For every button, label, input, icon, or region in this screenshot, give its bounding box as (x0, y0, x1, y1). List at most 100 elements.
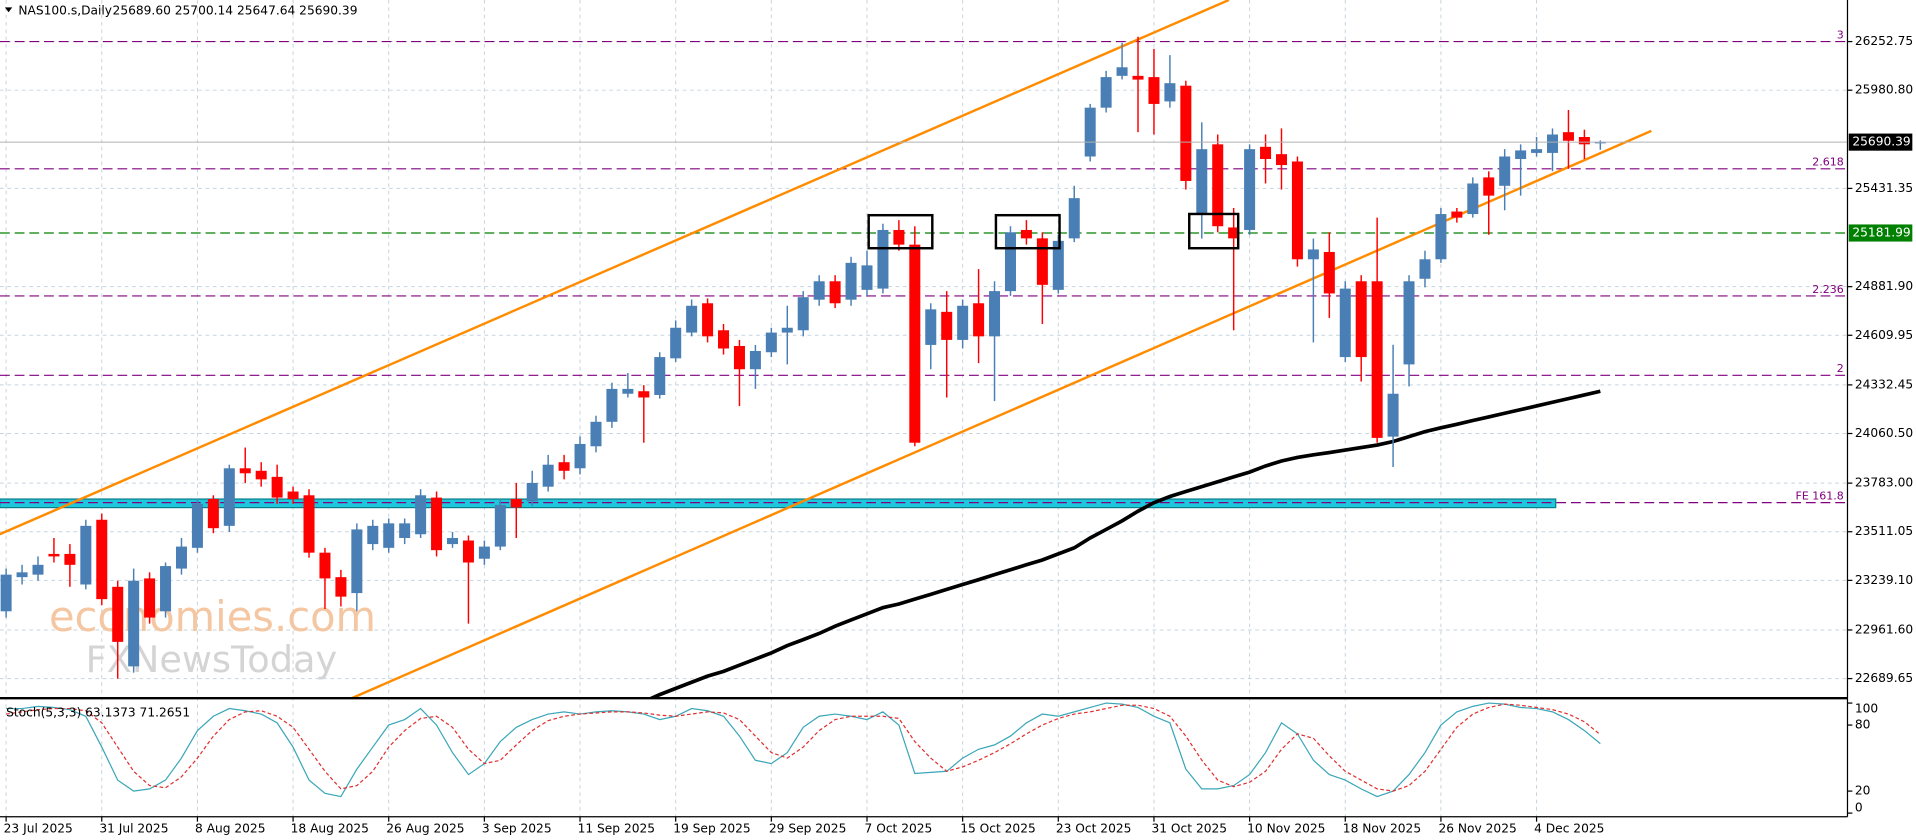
channel-line (0, 0, 1230, 536)
y-tick-label: 23511.05 (1855, 524, 1913, 538)
price-box (1848, 224, 1913, 242)
x-tick-label: 26 Aug 2025 (386, 821, 464, 835)
candle-body (797, 297, 809, 331)
x-tick-label: 18 Nov 2025 (1343, 821, 1421, 835)
candle-body (702, 303, 714, 337)
candle-body (606, 388, 618, 422)
y-tick-label: 26252.75 (1855, 34, 1913, 48)
candle-body (175, 546, 187, 569)
y-tick-label: 25431.35 (1855, 181, 1913, 195)
candle-body (1132, 75, 1144, 80)
indicator-title: Stoch(5,3,3) 63.1373 71.2651 (6, 705, 190, 719)
candle-body (0, 574, 12, 612)
candle-body (1547, 134, 1559, 153)
candle-body (64, 553, 76, 565)
candle-body (638, 391, 650, 398)
candle-body (526, 482, 538, 502)
candle-body (1291, 161, 1303, 260)
candle-body (590, 421, 602, 447)
candle-body (813, 281, 825, 300)
y-tick-label: 23783.00 (1855, 476, 1913, 490)
x-tick-label: 23 Oct 2025 (1056, 821, 1132, 835)
candle-body (1403, 281, 1415, 365)
channel-line (351, 129, 1652, 697)
candle-body (909, 244, 921, 443)
candle-body (1483, 177, 1495, 196)
annotation-box (867, 213, 934, 250)
stoch-main (6, 702, 1601, 798)
x-tick-label: 3 Sep 2025 (482, 821, 552, 835)
x-tick-label: 31 Oct 2025 (1152, 821, 1228, 835)
watermark-text: economies.com (49, 592, 376, 641)
x-tick-label: 29 Sep 2025 (769, 821, 846, 835)
candle-body (431, 497, 443, 551)
candle-body (1148, 77, 1160, 104)
x-tick-label: 8 Aug 2025 (195, 821, 266, 835)
candle-body (989, 291, 1001, 337)
candle-body (1323, 251, 1335, 294)
candle-body (144, 578, 156, 618)
fib-label: FE 161.8 (1796, 489, 1844, 502)
candle-body (1244, 149, 1256, 230)
candle-body (1020, 229, 1032, 239)
y-tick-label: 23239.10 (1855, 573, 1913, 587)
candle-body (1228, 227, 1240, 239)
candle-body (96, 519, 108, 600)
x-tick-label: 18 Aug 2025 (291, 821, 369, 835)
support-band (0, 498, 1557, 509)
candle-body (1531, 149, 1543, 153)
annotation-box (994, 213, 1061, 250)
candle-body (16, 572, 28, 578)
candle-body (462, 540, 474, 563)
candle-body (383, 523, 395, 548)
candle-body (1196, 149, 1208, 215)
candle-body (718, 330, 730, 349)
y-tick-label: 24332.45 (1855, 377, 1913, 391)
candle-body (558, 462, 570, 471)
y-tick-label: 25980.80 (1855, 83, 1913, 97)
candle-body (654, 357, 666, 395)
y-tick-label: 22961.60 (1855, 622, 1913, 636)
menu-arrow[interactable] (4, 7, 13, 13)
candle-body (494, 504, 506, 547)
candle-body (1419, 259, 1431, 279)
stoch-signal (6, 703, 1601, 792)
x-tick-label: 26 Nov 2025 (1438, 821, 1516, 835)
fib-label: 3 (1837, 28, 1844, 41)
x-tick-label: 7 Oct 2025 (865, 821, 933, 835)
watermark-text: FXNewsToday (86, 638, 338, 681)
candle-body (319, 552, 331, 579)
candle-body (207, 499, 219, 529)
y-tick-label: 22689.65 (1855, 671, 1913, 685)
candle-body (287, 491, 299, 500)
price-box-label: 25181.99 (1852, 226, 1910, 240)
candle-body (191, 503, 203, 548)
candle-body (1052, 240, 1064, 290)
candle-body (829, 281, 841, 304)
x-tick-label: 23 Jul 2025 (4, 821, 73, 835)
candle-body (670, 327, 682, 359)
x-tick-label: 10 Nov 2025 (1247, 821, 1325, 835)
candle-body (1435, 214, 1447, 260)
price-box (1848, 133, 1913, 151)
candle-body (160, 566, 172, 612)
ohlc-values: 25689.60 25700.14 25647.64 25690.39 (113, 4, 358, 18)
candle-body (1467, 183, 1479, 215)
y-tick-label: 24881.90 (1855, 279, 1913, 293)
candle-body (1451, 211, 1463, 218)
candle-body (893, 229, 905, 245)
candle-body (574, 443, 586, 469)
candle-body (733, 345, 745, 370)
watermark: economies.com FXNewsToday (49, 592, 376, 681)
candle-body (1387, 393, 1399, 437)
x-tick-label: 19 Sep 2025 (673, 821, 750, 835)
candle-body (1180, 85, 1192, 181)
price-box-label: 25690.39 (1852, 135, 1910, 149)
candle-body (925, 309, 937, 345)
y-tick-label: 20 (1855, 784, 1871, 798)
candle-body (622, 388, 634, 394)
fib-label: 2.618 (1812, 156, 1844, 169)
candle-body (1275, 154, 1287, 166)
